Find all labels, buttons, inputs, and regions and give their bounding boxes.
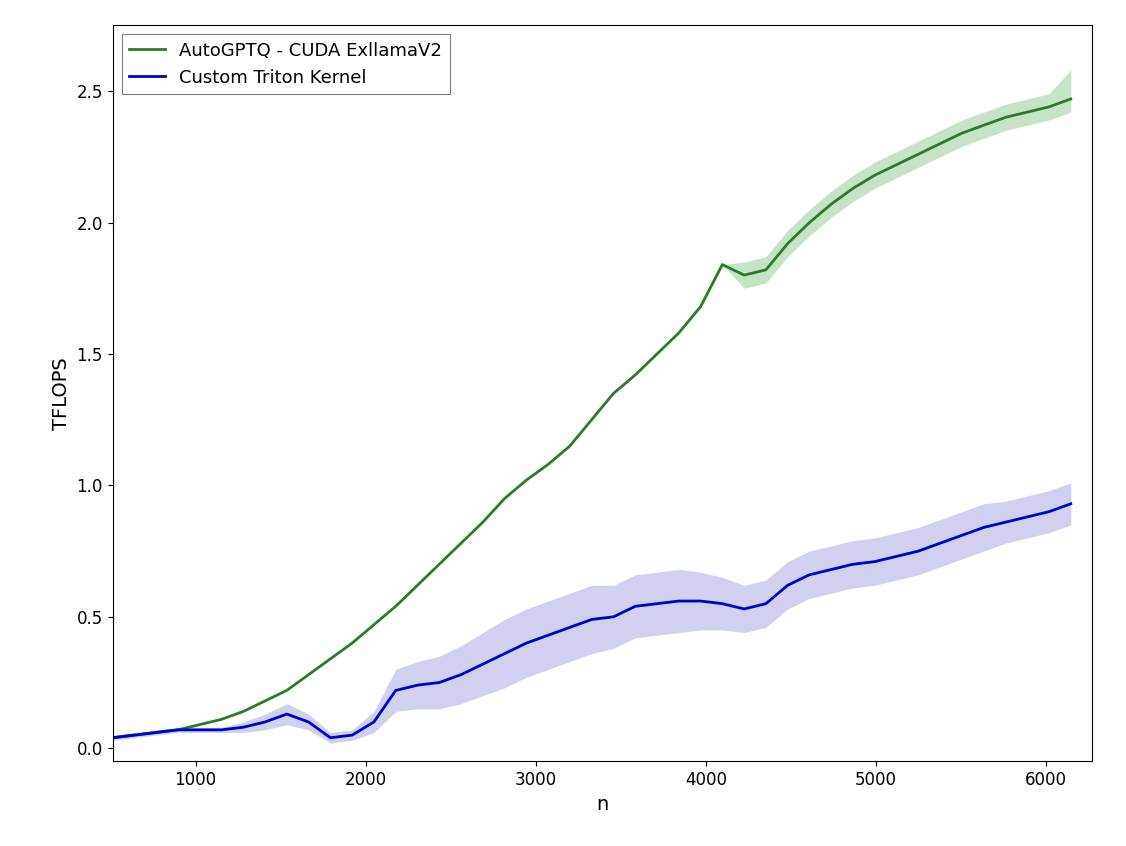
AutoGPTQ - CUDA ExllamaV2: [346, 638, 359, 648]
AutoGPTQ - CUDA ExllamaV2: [432, 559, 446, 569]
AutoGPTQ - CUDA ExllamaV2: [1020, 107, 1034, 118]
Custom Triton Kernel: [912, 546, 926, 556]
Legend: AutoGPTQ - CUDA ExllamaV2, Custom Triton Kernel: AutoGPTQ - CUDA ExllamaV2, Custom Triton…: [122, 35, 449, 94]
AutoGPTQ - CUDA ExllamaV2: [933, 139, 947, 149]
Custom Triton Kernel: [824, 564, 838, 574]
Custom Triton Kernel: [127, 730, 141, 740]
AutoGPTQ - CUDA ExllamaV2: [912, 149, 926, 159]
Custom Triton Kernel: [890, 552, 903, 562]
Custom Triton Kernel: [1020, 512, 1034, 522]
Custom Triton Kernel: [607, 612, 620, 622]
AutoGPTQ - CUDA ExllamaV2: [171, 725, 185, 735]
AutoGPTQ - CUDA ExllamaV2: [476, 517, 490, 527]
Custom Triton Kernel: [498, 649, 511, 659]
Y-axis label: TFLOPS: TFLOPS: [52, 357, 71, 430]
AutoGPTQ - CUDA ExllamaV2: [584, 415, 598, 425]
AutoGPTQ - CUDA ExllamaV2: [781, 239, 795, 249]
Custom Triton Kernel: [977, 522, 991, 532]
AutoGPTQ - CUDA ExllamaV2: [890, 160, 903, 170]
Custom Triton Kernel: [346, 730, 359, 740]
Custom Triton Kernel: [215, 725, 229, 735]
Custom Triton Kernel: [432, 678, 446, 688]
AutoGPTQ - CUDA ExllamaV2: [302, 669, 315, 679]
AutoGPTQ - CUDA ExllamaV2: [454, 538, 467, 548]
AutoGPTQ - CUDA ExllamaV2: [258, 696, 271, 706]
AutoGPTQ - CUDA ExllamaV2: [716, 260, 730, 270]
AutoGPTQ - CUDA ExllamaV2: [193, 719, 206, 729]
Custom Triton Kernel: [694, 596, 707, 606]
AutoGPTQ - CUDA ExllamaV2: [868, 170, 882, 180]
Custom Triton Kernel: [106, 733, 119, 743]
AutoGPTQ - CUDA ExllamaV2: [999, 113, 1012, 123]
Custom Triton Kernel: [236, 722, 250, 733]
Custom Triton Kernel: [868, 557, 882, 567]
AutoGPTQ - CUDA ExllamaV2: [280, 685, 294, 695]
Custom Triton Kernel: [280, 709, 294, 719]
AutoGPTQ - CUDA ExllamaV2: [367, 619, 381, 629]
AutoGPTQ - CUDA ExllamaV2: [1043, 102, 1056, 112]
AutoGPTQ - CUDA ExllamaV2: [759, 265, 772, 275]
AutoGPTQ - CUDA ExllamaV2: [106, 733, 119, 743]
Custom Triton Kernel: [759, 599, 772, 609]
AutoGPTQ - CUDA ExllamaV2: [519, 475, 533, 486]
Custom Triton Kernel: [563, 623, 577, 633]
AutoGPTQ - CUDA ExllamaV2: [738, 270, 751, 280]
Custom Triton Kernel: [847, 559, 860, 569]
Line: Custom Triton Kernel: Custom Triton Kernel: [113, 504, 1071, 738]
Custom Triton Kernel: [193, 725, 206, 735]
X-axis label: n: n: [597, 794, 608, 814]
AutoGPTQ - CUDA ExllamaV2: [824, 199, 838, 209]
AutoGPTQ - CUDA ExllamaV2: [150, 728, 163, 738]
Line: AutoGPTQ - CUDA ExllamaV2: AutoGPTQ - CUDA ExllamaV2: [113, 99, 1071, 738]
AutoGPTQ - CUDA ExllamaV2: [127, 730, 141, 740]
AutoGPTQ - CUDA ExllamaV2: [628, 370, 642, 380]
AutoGPTQ - CUDA ExllamaV2: [607, 388, 620, 398]
AutoGPTQ - CUDA ExllamaV2: [803, 217, 816, 228]
Custom Triton Kernel: [1043, 507, 1056, 517]
Custom Triton Kernel: [999, 517, 1012, 527]
Custom Triton Kernel: [803, 569, 816, 580]
Custom Triton Kernel: [388, 685, 402, 695]
Custom Triton Kernel: [150, 728, 163, 738]
Custom Triton Kernel: [781, 580, 795, 591]
Custom Triton Kernel: [411, 680, 425, 690]
Custom Triton Kernel: [1064, 499, 1078, 509]
AutoGPTQ - CUDA ExllamaV2: [563, 441, 577, 451]
Custom Triton Kernel: [454, 669, 467, 679]
Custom Triton Kernel: [171, 725, 185, 735]
Custom Triton Kernel: [367, 717, 381, 727]
AutoGPTQ - CUDA ExllamaV2: [672, 328, 686, 338]
AutoGPTQ - CUDA ExllamaV2: [498, 493, 511, 503]
AutoGPTQ - CUDA ExllamaV2: [411, 580, 425, 591]
Custom Triton Kernel: [323, 733, 337, 743]
Custom Triton Kernel: [738, 604, 751, 614]
Custom Triton Kernel: [584, 614, 598, 624]
Custom Triton Kernel: [955, 530, 968, 541]
AutoGPTQ - CUDA ExllamaV2: [651, 349, 664, 359]
Custom Triton Kernel: [302, 717, 315, 727]
AutoGPTQ - CUDA ExllamaV2: [955, 128, 968, 138]
Custom Triton Kernel: [542, 630, 555, 640]
Custom Triton Kernel: [476, 659, 490, 669]
Custom Triton Kernel: [933, 538, 947, 548]
Custom Triton Kernel: [651, 599, 664, 609]
Custom Triton Kernel: [519, 638, 533, 648]
AutoGPTQ - CUDA ExllamaV2: [542, 459, 555, 470]
Custom Triton Kernel: [258, 717, 271, 727]
AutoGPTQ - CUDA ExllamaV2: [236, 706, 250, 717]
Custom Triton Kernel: [672, 596, 686, 606]
AutoGPTQ - CUDA ExllamaV2: [323, 654, 337, 664]
AutoGPTQ - CUDA ExllamaV2: [1064, 94, 1078, 104]
Custom Triton Kernel: [716, 599, 730, 609]
AutoGPTQ - CUDA ExllamaV2: [847, 184, 860, 194]
AutoGPTQ - CUDA ExllamaV2: [388, 602, 402, 612]
AutoGPTQ - CUDA ExllamaV2: [215, 714, 229, 724]
AutoGPTQ - CUDA ExllamaV2: [977, 120, 991, 130]
Custom Triton Kernel: [628, 602, 642, 612]
AutoGPTQ - CUDA ExllamaV2: [694, 301, 707, 311]
